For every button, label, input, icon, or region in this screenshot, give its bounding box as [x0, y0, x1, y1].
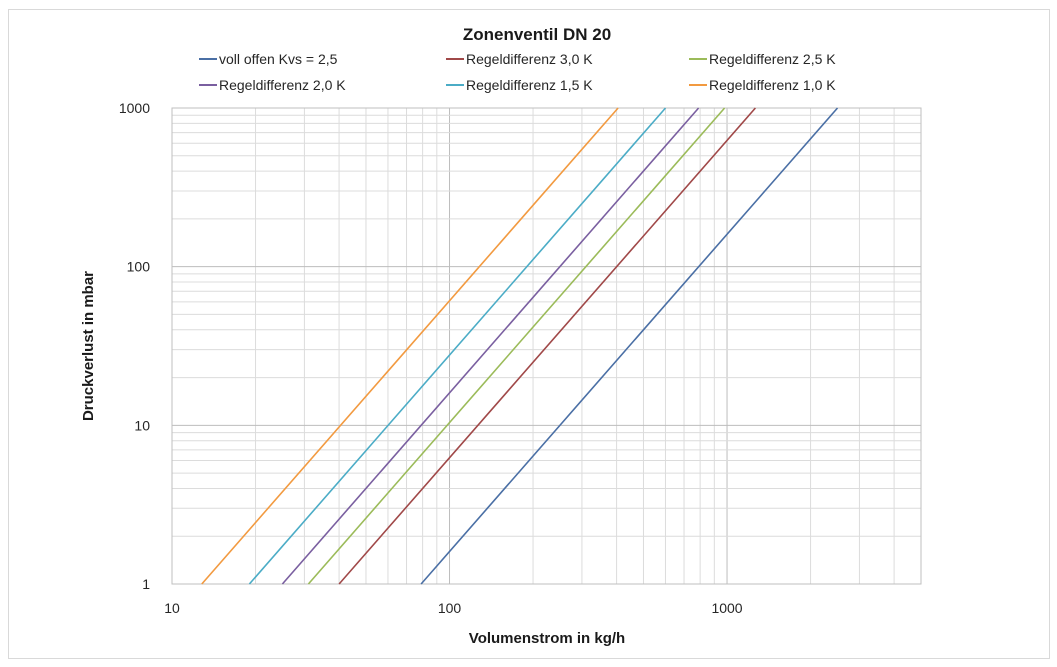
series-line-6	[201, 107, 619, 585]
series-line-2	[338, 107, 757, 585]
series-line-5	[248, 107, 667, 585]
y-tick-label: 100	[127, 259, 151, 275]
chart-frame: Zonenventil DN 20 voll offen Kvs = 2,5 Re…	[8, 9, 1050, 659]
x-axis-title: Volumenstrom in kg/h	[469, 630, 625, 647]
x-tick-label: 1000	[711, 600, 742, 616]
x-tick-label: 10	[164, 600, 180, 616]
legend-label: Regeldifferenz 2,5 K	[709, 51, 836, 67]
series-line-1	[420, 107, 839, 585]
x-tick-label: 100	[438, 600, 462, 616]
x-tick-labels: 10 100 1000	[164, 600, 743, 616]
series-lines	[201, 107, 839, 585]
y-tick-label: 1	[142, 576, 150, 592]
y-tick-label: 1000	[119, 100, 150, 116]
series-line-3	[307, 107, 726, 585]
legend-label: voll offen Kvs = 2,5	[219, 51, 338, 67]
series-line-4	[281, 107, 700, 585]
legend: voll offen Kvs = 2,5 Regeldifferenz 3,0 K…	[199, 51, 836, 93]
grid	[171, 107, 922, 585]
legend-label: Regeldifferenz 1,5 K	[466, 77, 593, 93]
plot-area	[171, 107, 922, 585]
y-tick-label: 10	[134, 417, 150, 433]
chart-svg: Zonenventil DN 20 voll offen Kvs = 2,5 Re…	[80, 25, 922, 647]
chart-title: Zonenventil DN 20	[463, 25, 611, 44]
y-axis-title: Druckverlust in mbar	[80, 271, 97, 421]
legend-label: Regeldifferenz 2,0 K	[219, 77, 346, 93]
y-tick-labels: 1 10 100 1000	[119, 100, 150, 592]
legend-label: Regeldifferenz 3,0 K	[466, 51, 593, 67]
legend-label: Regeldifferenz 1,0 K	[709, 77, 836, 93]
